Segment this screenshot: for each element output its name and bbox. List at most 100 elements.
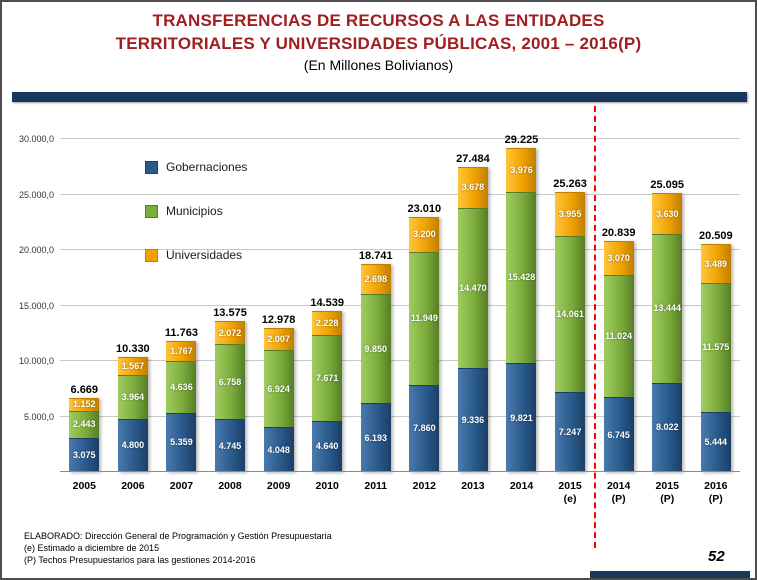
legend-swatch (145, 204, 158, 218)
bar-segment-universidades: 1.767 (166, 341, 197, 362)
bar-group: 27.484 3.678 14.470 9.336 (449, 122, 498, 472)
bar-total-label: 14.539 (310, 296, 344, 309)
bar-stack: 2.228 7.671 4.640 (312, 310, 343, 472)
x-axis-category-label: 2010 (315, 480, 339, 492)
gridline (60, 138, 740, 139)
bar-segment-value: 3.964 (121, 391, 145, 402)
bar-segment-gobernaciones: 5.444 (700, 411, 731, 472)
bar-total-label: 11.763 (164, 327, 198, 340)
bar-segment-municipios: 11.575 (700, 283, 731, 412)
bar-group: 20.839 3.070 11.024 6.745 (594, 122, 643, 472)
bar-segment-value: 5.359 (170, 437, 193, 448)
bar-segment-value: 3.955 (558, 208, 582, 219)
bar-segment-value: 9.821 (510, 412, 533, 423)
legend-label: Municipios (166, 204, 223, 218)
bar-total-label: 20.839 (601, 226, 636, 239)
title-block: TRANSFERENCIAS DE RECURSOS A LAS ENTIDAD… (22, 9, 735, 75)
bar-segment-universidades: 1.152 (69, 397, 100, 411)
bar-group: 29.225 3.976 15.428 9.821 (497, 122, 546, 472)
bar-segment-value: 1.567 (121, 361, 145, 372)
x-axis-category-label: 2005 (72, 480, 96, 492)
bar-segment-value: 3.200 (413, 229, 436, 240)
plot-area: 6.669 1.152 2.443 3.075 10.330 1.567 3.964 4.80… (60, 122, 740, 472)
bar-segment-gobernaciones: 8.022 (652, 382, 683, 472)
bar-segment-value: 2.228 (315, 318, 339, 328)
y-axis-tick-label: 30.000,0 (18, 134, 54, 144)
bar-segment-value: 4.048 (267, 444, 290, 455)
chart-area: Gobernaciones Municipios Universidades 6.6… (10, 110, 751, 522)
bar-group: 14.539 2.228 7.671 4.640 (303, 122, 352, 472)
bar-segment-value: 5.444 (704, 436, 728, 447)
bar-stack: 1.152 2.443 3.075 (69, 397, 100, 472)
bar-segment-value: 11.024 (605, 330, 633, 341)
bar-segment-value: 7.247 (558, 426, 582, 437)
gridline (60, 304, 740, 306)
bar-segment-universidades: 3.630 (652, 193, 683, 234)
page-number: 52 (708, 548, 725, 565)
bar-segment-value: 14.470 (459, 283, 487, 294)
legend-label: Gobernaciones (166, 160, 248, 174)
bar-segment-value: 9.850 (364, 343, 388, 354)
x-axis-category-label: 2012 (412, 480, 437, 492)
bar-segment-universidades: 3.955 (555, 191, 586, 236)
bar-group: 13.575 2.072 6.758 4.745 (206, 122, 255, 472)
y-axis-tick-label: 10.000,0 (18, 356, 54, 366)
gridline (60, 360, 740, 361)
projection-separator-line (594, 106, 597, 548)
chart-legend: Gobernaciones Municipios Universidades (145, 160, 247, 292)
bar-total-label: 29.225 (504, 133, 539, 146)
bar-stack: 3.070 11.024 6.745 (603, 240, 634, 472)
bar-segment-value: 11.949 (410, 313, 438, 324)
bar-group: 23.010 3.200 11.949 7.860 (400, 122, 449, 472)
footer-line-elaborado: ELABORADO: Dirección General de Programa… (24, 531, 332, 541)
legend-label: Universidades (166, 248, 243, 262)
footer-line-estimado: (e) Estimado a diciembre de 2015 (24, 543, 160, 553)
bar-segment-municipios: 7.671 (312, 335, 343, 421)
bar-segment-value: 6.745 (607, 429, 630, 440)
bar-segment-value: 7.860 (413, 423, 436, 434)
gridline (60, 193, 740, 195)
x-axis-category-label: 2007 (169, 480, 194, 492)
legend-item-universidades: Universidades (145, 248, 247, 262)
x-axis-category-label: 2013 (461, 480, 485, 492)
gridline (60, 249, 740, 250)
bar-segment-municipios: 6.758 (215, 344, 246, 420)
bar-segment-value: 13.444 (653, 303, 681, 314)
bar-segment-gobernaciones: 4.048 (263, 427, 294, 472)
bar-segment-gobernaciones: 6.745 (603, 397, 634, 472)
bar-segment-municipios: 6.924 (263, 350, 294, 428)
footer-line-techos: (P) Techos Presupuestarios para las gest… (24, 555, 256, 565)
legend-item-municipios: Municipios (145, 204, 247, 218)
bar-total-label: 23.010 (407, 202, 442, 215)
bar-group: 25.095 3.630 13.444 8.022 (643, 122, 692, 472)
bar-segment-universidades: 2.072 (215, 321, 246, 345)
legend-item-gobernaciones: Gobernaciones (145, 160, 247, 174)
bar-segment-universidades: 2.007 (263, 327, 294, 351)
bar-total-label: 25.263 (553, 177, 587, 190)
bar-segment-value: 6.193 (364, 432, 388, 443)
chart-subtitle: (En Millones Bolivianos) (303, 57, 454, 73)
bar-segment-value: 6.924 (267, 383, 290, 394)
bar-segment-value: 2.698 (364, 273, 388, 284)
bar-total-label: 12.978 (261, 313, 296, 326)
bar-segment-value: 1.152 (73, 399, 96, 410)
chart-title-line2: TERRITORIALES Y UNIVERSIDADES PÚBLICAS, … (115, 34, 642, 53)
x-axis-category-label: 2008 (218, 480, 242, 492)
bar-segment-gobernaciones: 7.860 (409, 384, 440, 472)
bar-segment-municipios: 15.428 (506, 191, 537, 363)
bar-stack: 1.567 3.964 4.800 (117, 357, 148, 472)
title-divider-bar (12, 92, 747, 102)
x-axis-line (60, 471, 740, 472)
bar-segment-universidades: 3.678 (457, 166, 488, 208)
y-axis-tick-label: 5.000,0 (23, 411, 54, 422)
x-axis-labels: 2005 2006 2007 2008 2009 2010 2011 2012 2013 2014… (60, 480, 740, 506)
bar-segment-value: 4.745 (218, 440, 242, 451)
bar-stack: 2.007 6.924 4.048 (263, 327, 294, 472)
bar-stack: 3.955 14.061 7.247 (555, 191, 586, 472)
bar-group: 25.263 3.955 14.061 7.247 (546, 122, 595, 472)
bar-segment-universidades: 3.070 (603, 240, 634, 275)
x-axis-category-label: 2015 (P) (655, 480, 679, 505)
bar-segment-universidades: 2.228 (312, 310, 343, 336)
bar-segment-universidades: 3.200 (409, 216, 440, 253)
